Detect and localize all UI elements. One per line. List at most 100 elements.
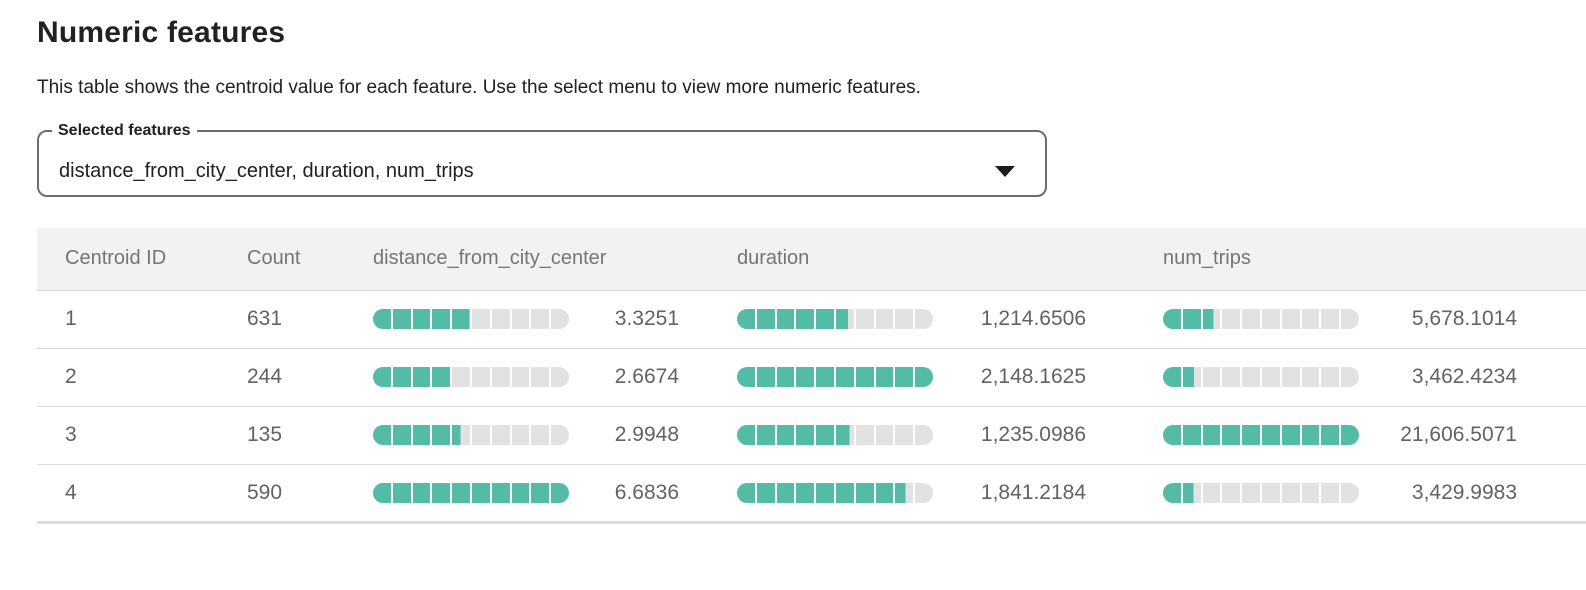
feature-bar: [373, 482, 569, 503]
bar-segment: [737, 367, 755, 387]
feature-bar: [373, 309, 569, 329]
bar-segment: [1163, 482, 1181, 503]
bar-segment: [471, 482, 490, 503]
bar-segment: [511, 425, 530, 445]
feature-value: 3.3251: [614, 307, 679, 330]
bar-segment: [432, 367, 451, 387]
bar-segment: [491, 425, 510, 445]
feature-cell: 1,841.2184: [737, 464, 1163, 522]
bar-segment: [855, 309, 874, 329]
bar-segment: [1222, 309, 1241, 329]
count-cell: 590: [247, 480, 283, 504]
feature-value: 1,214.6506: [980, 307, 1086, 330]
bar-segment: [1261, 425, 1280, 445]
bar-segment: [1301, 482, 1320, 503]
bar-segment: [471, 367, 490, 387]
bar-segment: [452, 309, 470, 329]
bar-segment: [1202, 367, 1221, 387]
bar-segment: [1341, 425, 1359, 445]
bar-segment: [1261, 367, 1280, 387]
bar-segment: [1182, 425, 1201, 445]
feature-cell: 2.9948: [373, 406, 737, 464]
bar-segment: [835, 309, 854, 329]
bar-segment: [1242, 425, 1260, 445]
bar-segment: [1341, 309, 1359, 329]
bar-segment: [1182, 367, 1201, 387]
feature-bar: [737, 367, 933, 387]
bar-segment: [915, 482, 933, 503]
bar-segment: [1202, 482, 1221, 503]
feature-value: 2,148.1625: [980, 365, 1086, 388]
bar-segment: [1242, 309, 1260, 329]
bar-segment: [373, 425, 391, 445]
bar-segment: [511, 367, 530, 387]
bar-segment: [1341, 482, 1359, 503]
page-title: Numeric features: [37, 16, 286, 49]
count-cell: 631: [247, 307, 283, 330]
bar-segment: [875, 482, 894, 503]
feature-value: 5,678.1014: [1411, 307, 1517, 330]
select-label: Selected features: [58, 122, 191, 139]
bar-segment: [551, 367, 569, 387]
bar-segment: [432, 425, 451, 445]
selected-features-select[interactable]: Selected features distance_from_city_cen…: [37, 123, 1047, 197]
bar-segment: [452, 425, 470, 445]
dropdown-arrow-icon: [995, 166, 1015, 177]
bar-segment: [895, 309, 914, 329]
bar-segment: [796, 367, 815, 387]
bar-segment: [531, 482, 550, 503]
header-num-trips: num_trips: [1163, 247, 1251, 270]
bar-segment: [491, 482, 510, 503]
bar-segment: [1222, 482, 1241, 503]
table-body: 1 631 3.3251 1,214.6506 5,678.1014 2 244 2.6674…: [37, 290, 1586, 522]
bar-segment: [816, 367, 834, 387]
bar-segment: [776, 367, 795, 387]
bar-segment: [452, 367, 470, 387]
bar-segment: [1281, 482, 1300, 503]
bar-segment: [551, 309, 569, 329]
bar-segment: [373, 367, 391, 387]
bar-segment: [756, 482, 775, 503]
bar-segment: [471, 425, 490, 445]
feature-cell: 2.6674: [373, 348, 737, 406]
feature-value: 21,606.5071: [1400, 423, 1517, 446]
bar-segment: [1301, 309, 1320, 329]
bar-segment: [551, 425, 569, 445]
centroid-features-table: Centroid ID Count distance_from_city_cen…: [37, 228, 1586, 524]
feature-cell: 2,148.1625: [737, 348, 1163, 406]
bar-segment: [491, 367, 510, 387]
bar-segment: [816, 309, 834, 329]
bar-segment: [392, 425, 411, 445]
feature-bar: [373, 425, 569, 445]
bar-segment: [1222, 425, 1241, 445]
header-centroid-id: Centroid ID: [65, 247, 167, 270]
bar-segment: [855, 367, 874, 387]
feature-bar: [737, 425, 933, 445]
bar-segment: [511, 309, 530, 329]
bar-segment: [1321, 367, 1340, 387]
bar-segment: [816, 425, 834, 445]
centroid-id-cell: 1: [65, 307, 77, 330]
bar-segment: [796, 482, 815, 503]
feature-cell: 3.3251: [373, 290, 737, 348]
bar-segment: [452, 482, 470, 503]
bar-segment: [915, 425, 933, 445]
bar-segment: [796, 309, 815, 329]
bar-segment: [1281, 367, 1300, 387]
bar-segment: [875, 309, 894, 329]
feature-bar: [737, 482, 933, 503]
bar-segment: [835, 367, 854, 387]
feature-value: 6.6836: [614, 480, 679, 504]
bar-segment: [776, 425, 795, 445]
bar-segment: [1163, 367, 1181, 387]
bar-segment: [875, 425, 894, 445]
feature-cell: 3,429.9983: [1163, 464, 1586, 522]
feature-bar: [1163, 482, 1359, 503]
bar-segment: [432, 482, 451, 503]
bar-segment: [796, 425, 815, 445]
bar-segment: [412, 482, 431, 503]
bar-segment: [895, 482, 914, 503]
feature-bar: [1163, 425, 1359, 445]
bar-segment: [835, 425, 854, 445]
header-count: Count: [247, 247, 301, 270]
